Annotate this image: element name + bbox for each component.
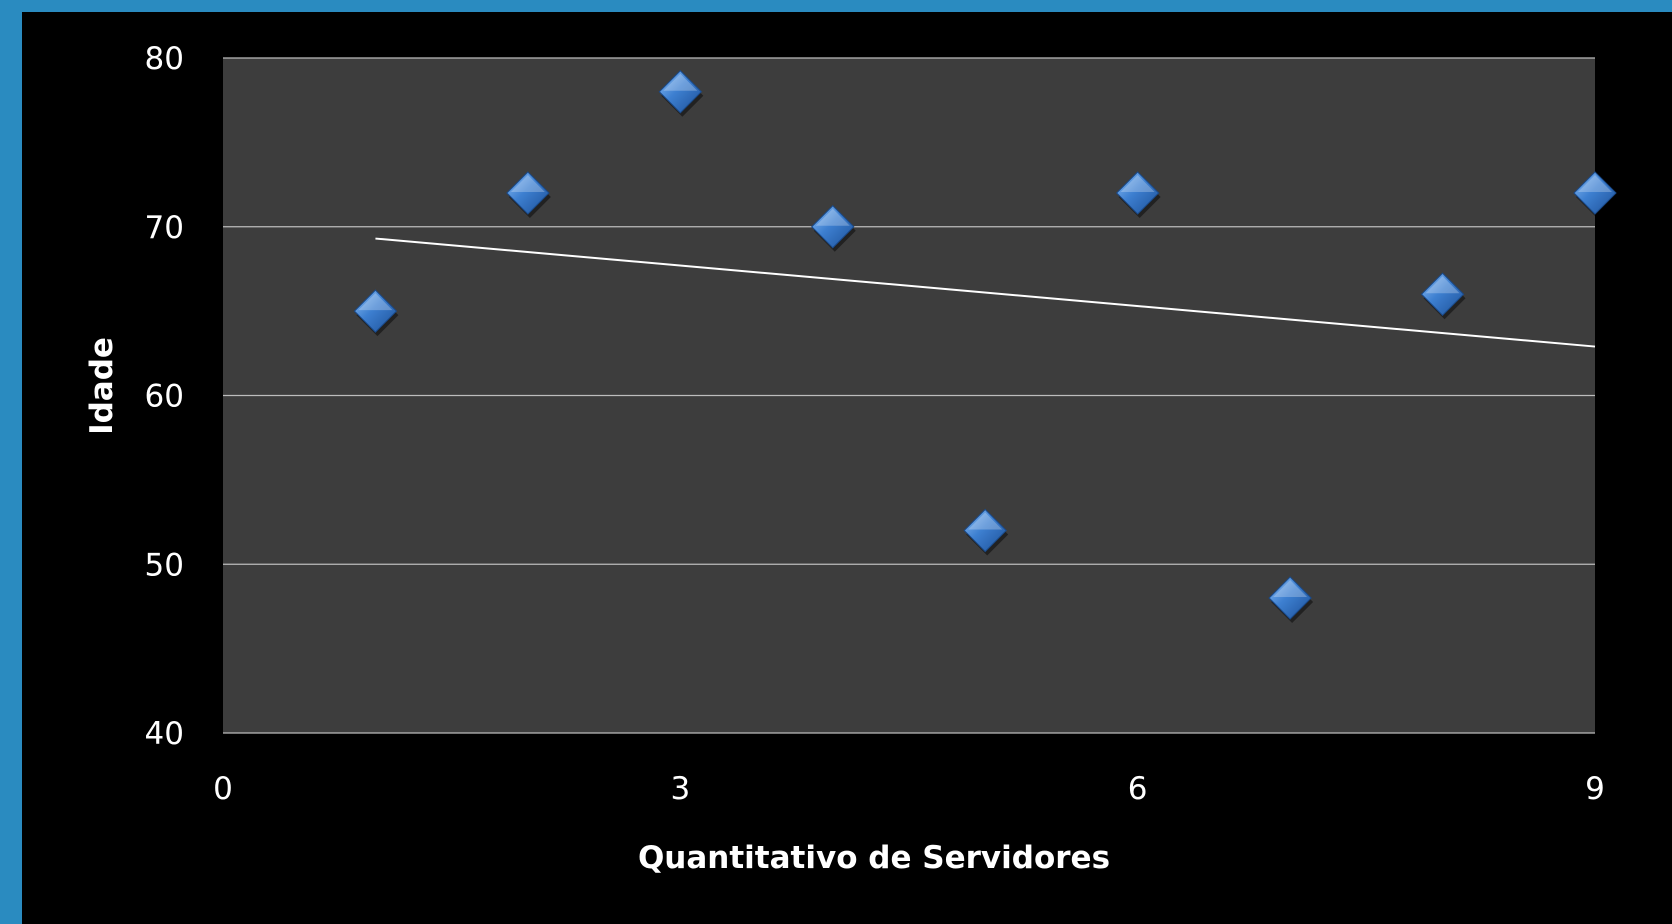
data-point <box>506 171 551 218</box>
y-tick-label: 50 <box>145 547 184 583</box>
y-tick-label: 70 <box>145 210 184 246</box>
scatter-chart: 40 50 60 70 80 0 3 6 9 Quantitativo de Servidor… <box>84 41 1618 876</box>
y-axis-title: Idade <box>84 337 120 435</box>
chart-frame: 40 50 60 70 80 0 3 6 9 Quantitativo de Servidor… <box>22 12 1672 924</box>
data-point <box>963 508 1009 556</box>
data-point <box>1573 171 1618 218</box>
y-tick-label: 80 <box>145 41 184 77</box>
x-tick-label: 6 <box>1128 771 1148 807</box>
gridlines <box>223 57 1595 734</box>
y-tick-label: 40 <box>145 716 184 752</box>
data-point <box>1115 171 1161 218</box>
x-tick-label: 0 <box>213 771 233 807</box>
data-points <box>353 70 1618 623</box>
data-point <box>353 289 399 337</box>
data-point <box>1268 576 1314 623</box>
trendline <box>375 237 1596 348</box>
x-tick-labels: 0 3 6 9 <box>213 771 1605 807</box>
x-axis-title: Quantitativo de Servidores <box>638 840 1110 876</box>
y-tick-label: 60 <box>145 379 184 415</box>
x-tick-label: 9 <box>1585 771 1605 807</box>
data-point <box>1420 272 1466 320</box>
data-point <box>658 70 704 117</box>
y-tick-labels: 40 50 60 70 80 <box>145 41 184 752</box>
data-point <box>811 205 856 252</box>
x-tick-label: 3 <box>670 771 690 807</box>
trendline-group <box>375 237 1596 348</box>
